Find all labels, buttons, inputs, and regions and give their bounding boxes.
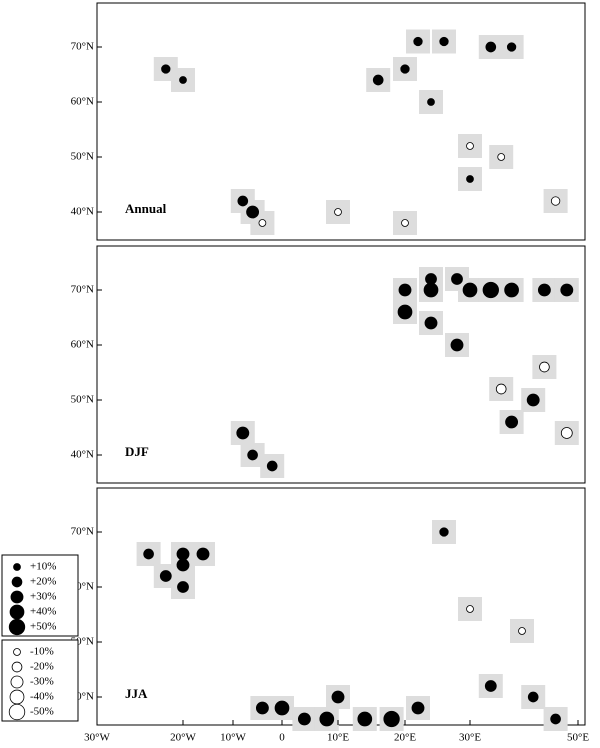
- station-circle: [247, 449, 258, 461]
- station-circle: [401, 219, 409, 227]
- station-circle: [550, 196, 561, 206]
- lat-label: 70°N: [71, 41, 94, 53]
- lon-label: 10°E: [327, 732, 349, 744]
- station-circle: [466, 605, 474, 613]
- station-circle: [550, 713, 561, 725]
- legend-label: +10%: [30, 561, 56, 573]
- legend-symbol: [10, 590, 24, 604]
- lon-label: 30°W: [84, 732, 110, 744]
- lat-label: 60°N: [71, 339, 94, 351]
- legend-symbol: [9, 689, 25, 705]
- station-circle: [266, 460, 278, 472]
- lon-label: 0: [279, 732, 285, 744]
- station-circle: [357, 711, 373, 727]
- panel-label: Annual: [125, 201, 167, 216]
- station-circle: [411, 701, 425, 715]
- legend-label: +20%: [30, 576, 56, 588]
- legend-symbol: [10, 675, 24, 689]
- legend-symbol: [9, 604, 25, 620]
- station-circle: [539, 361, 550, 373]
- station-circle: [497, 153, 506, 161]
- station-circle: [397, 304, 413, 320]
- station-circle: [176, 547, 190, 561]
- station-circle: [319, 711, 335, 727]
- station-circle: [506, 42, 517, 52]
- station-circle: [161, 64, 171, 74]
- legend-symbol: [11, 661, 23, 673]
- lat-label: 70°N: [71, 526, 94, 538]
- station-circle: [527, 691, 539, 703]
- lat-label: 50°N: [71, 394, 94, 406]
- station-circle: [143, 548, 154, 560]
- station-circle: [439, 527, 449, 537]
- panel-label: JJA: [125, 686, 148, 701]
- station-circle: [518, 627, 526, 635]
- legend-symbol: [11, 576, 23, 588]
- legend-label: -20%: [30, 661, 54, 673]
- station-circle: [504, 282, 519, 298]
- legend-symbol: [13, 648, 21, 656]
- station-circle: [560, 427, 573, 439]
- station-circle: [537, 283, 551, 297]
- station-circle: [424, 316, 438, 330]
- legend-label: -40%: [30, 691, 54, 703]
- legend-label: +40%: [30, 606, 56, 618]
- station-circle: [176, 558, 190, 572]
- station-circle: [159, 570, 172, 582]
- station-circle: [297, 712, 311, 726]
- legend-symbol: [13, 563, 21, 571]
- station-circle: [462, 282, 478, 298]
- legend-label: -10%: [30, 646, 54, 658]
- station-circle: [466, 175, 474, 183]
- station-circle: [400, 64, 410, 74]
- lon-label: 30°E: [459, 732, 481, 744]
- station-circle: [482, 281, 499, 299]
- lon-label: 50°E: [567, 732, 589, 744]
- legend-label: -30%: [30, 676, 54, 688]
- panel-label: DJF: [125, 444, 149, 459]
- station-circle: [258, 219, 267, 227]
- station-circle: [331, 690, 345, 704]
- station-circle: [196, 547, 210, 561]
- station-circle: [466, 142, 474, 150]
- lat-label: 40°N: [71, 449, 94, 461]
- station-circle: [484, 680, 497, 692]
- legend-label: -50%: [30, 706, 54, 718]
- lon-label: 20°W: [170, 732, 196, 744]
- station-circle: [505, 415, 519, 429]
- lon-label: 10°W: [220, 732, 246, 744]
- station-circle: [526, 393, 540, 407]
- legend-label: +50%: [30, 621, 56, 633]
- station-circle: [450, 338, 464, 352]
- station-circle: [451, 273, 463, 285]
- station-circle: [274, 700, 290, 716]
- station-circle: [236, 426, 250, 440]
- station-circle: [423, 282, 439, 298]
- station-circle: [383, 710, 400, 728]
- station-circle: [255, 701, 269, 715]
- station-circle: [560, 283, 574, 297]
- station-circle: [372, 74, 384, 86]
- station-circle: [413, 36, 423, 47]
- station-circle: [495, 383, 507, 395]
- station-circle: [334, 208, 342, 216]
- station-circle: [237, 195, 249, 207]
- lat-label: 50°N: [71, 151, 94, 163]
- legend-symbol: [8, 703, 26, 721]
- lat-label: 60°N: [71, 96, 94, 108]
- station-circle: [398, 283, 412, 297]
- station-circle: [179, 76, 187, 84]
- station-circle: [427, 98, 435, 106]
- station-circle: [485, 41, 497, 53]
- lat-label: 40°N: [71, 206, 94, 218]
- legend-symbol: [8, 618, 26, 636]
- station-circle: [439, 36, 449, 47]
- legend-label: +30%: [30, 591, 56, 603]
- lon-label: 20°E: [394, 732, 416, 744]
- station-circle: [246, 205, 260, 219]
- station-circle: [177, 581, 189, 593]
- lat-label: 70°N: [71, 284, 94, 296]
